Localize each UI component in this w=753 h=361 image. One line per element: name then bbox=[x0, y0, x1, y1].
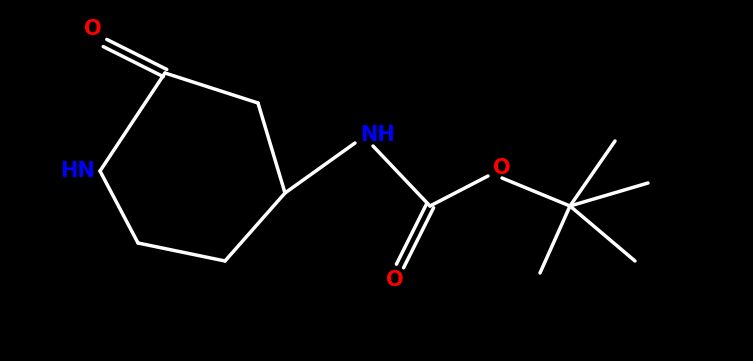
Text: O: O bbox=[84, 19, 102, 39]
Text: HN: HN bbox=[61, 161, 96, 181]
Text: O: O bbox=[493, 158, 511, 178]
Text: NH: NH bbox=[360, 125, 395, 145]
Text: O: O bbox=[386, 270, 404, 290]
